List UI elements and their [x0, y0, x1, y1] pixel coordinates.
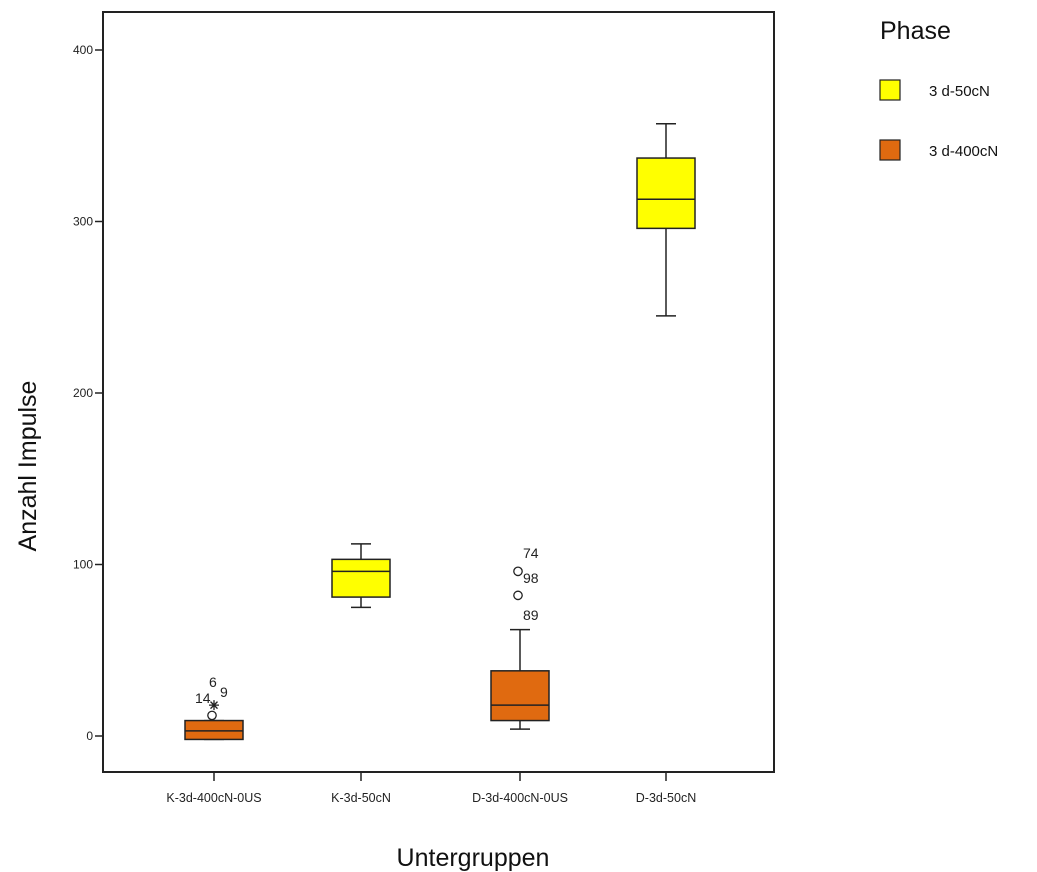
plot-area: 0 100 200 300 400 K-3d-400cN-0US K-3d-50cN D-3…: [73, 11, 775, 805]
legend: Phase 3 d-50cN 3 d-400cN: [879, 17, 998, 161]
x-tick-label-D-3d-50cN: D-3d-50cN: [636, 791, 696, 805]
legend-swatch-3d-400cN: [879, 139, 901, 161]
box-iqr: [636, 157, 696, 230]
box-iqr: [490, 670, 550, 722]
y-tick-label-100: 100: [73, 558, 93, 572]
y-tick-label-400: 400: [73, 43, 93, 57]
y-tick-label-300: 300: [73, 215, 93, 229]
outlier-point: [513, 590, 523, 601]
x-tick-label-K-3d-50cN: K-3d-50cN: [331, 791, 391, 805]
outlier-star: [209, 700, 219, 711]
box-K-3d-400cN-0US: [184, 700, 244, 741]
y-axis: 0 100 200 300 400: [73, 43, 103, 743]
outlier-label-74: 74: [523, 545, 539, 561]
x-tick-label-K-3d-400cN-0US: K-3d-400cN-0US: [166, 791, 261, 805]
legend-title: Phase: [880, 17, 951, 45]
outlier-label-6: 6: [209, 674, 217, 690]
x-tick-label-D-3d-400cN-0US: D-3d-400cN-0US: [472, 791, 568, 805]
legend-label-3d-400cN: 3 d-400cN: [929, 143, 998, 160]
plot-frame: [102, 11, 775, 773]
x-axis: K-3d-400cN-0US K-3d-50cN D-3d-400cN-0US D-3…: [166, 772, 696, 805]
outlier-point: [513, 566, 523, 577]
y-tick-label-0: 0: [86, 729, 93, 743]
x-axis-title: Untergruppen: [397, 844, 550, 872]
box-iqr: [184, 719, 244, 741]
outlier-label-89: 89: [523, 607, 539, 623]
outlier-point: [207, 710, 217, 721]
y-axis-title: Anzahl Impulse: [14, 381, 42, 552]
y-tick-label-200: 200: [73, 386, 93, 400]
box-D-3d-400cN-0US: [490, 566, 550, 730]
box-K-3d-50cN: [331, 543, 391, 609]
outlier-label-9: 9: [220, 684, 228, 700]
legend-swatch-3d-50cN: [879, 79, 901, 101]
box-iqr: [331, 558, 391, 598]
outlier-label-14: 14: [195, 690, 211, 706]
box-D-3d-50cN: [636, 122, 696, 317]
boxes: 614 9 74 98 89: [184, 122, 696, 741]
legend-label-3d-50cN: 3 d-50cN: [929, 83, 990, 100]
outlier-label-98: 98: [523, 570, 539, 586]
